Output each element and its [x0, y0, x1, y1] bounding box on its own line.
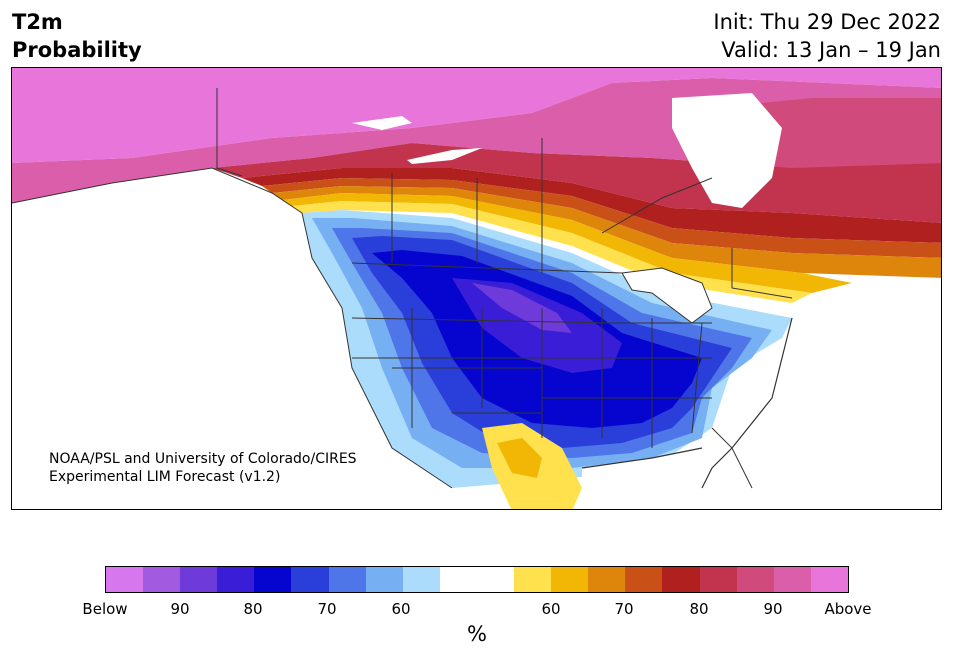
- cold-region-85: [472, 283, 572, 333]
- warm-region-alaska: [12, 68, 941, 163]
- pacific-ocean: [12, 168, 452, 509]
- coastline: [581, 317, 793, 489]
- init-date: Init: Thu 29 Dec 2022: [713, 10, 941, 34]
- colorbar-swatch: [328, 567, 366, 592]
- colorbar-swatch: [402, 567, 440, 592]
- warm-region-80: [212, 143, 941, 223]
- hudson-bay: [672, 93, 782, 208]
- colorbar-swatch: [588, 567, 626, 592]
- chart-title: T2m Probability: [12, 8, 142, 64]
- colorbar-tick-label: 70: [614, 600, 634, 618]
- colorbar-unit-label: %: [467, 622, 487, 646]
- valid-date: Valid: 13 Jan – 19 Jan: [721, 38, 941, 62]
- political-boundaries: [12, 88, 793, 489]
- warm-region-60: [282, 193, 852, 293]
- colorbar-swatch: [476, 567, 515, 592]
- colorbar-legend: [105, 566, 849, 593]
- colorbar-swatch: [662, 567, 700, 592]
- colorbar-tick-label: Above: [824, 600, 872, 618]
- colorbar-swatch: [514, 567, 552, 592]
- colorbar-swatch: [625, 567, 663, 592]
- colorbar-swatch: [217, 567, 255, 592]
- colorbar-swatch: [810, 567, 848, 592]
- colorbar-swatch: [551, 567, 589, 592]
- colorbar-tick-label: 80: [689, 600, 709, 618]
- colorbar-tick-label: 70: [317, 600, 337, 618]
- forecast-dates: Init: Thu 29 Dec 2022 Valid: 13 Jan – 19…: [713, 8, 941, 64]
- colorbar-swatch: [736, 567, 774, 592]
- colorbar-tick-label: 90: [170, 600, 190, 618]
- colorbar-swatch: [254, 567, 292, 592]
- atlantic-ocean: [702, 298, 941, 509]
- forecast-credit: NOAA/PSL and University of Colorado/CIRE…: [49, 450, 357, 486]
- great-bear-lake: [352, 116, 412, 130]
- colorbar-swatch: [106, 567, 144, 592]
- colorbar-tick-label: 60: [391, 600, 411, 618]
- colorbar-swatch: [439, 567, 477, 592]
- colorbar-swatch: [699, 567, 737, 592]
- colorbar-tick-label: 90: [763, 600, 783, 618]
- colorbar-tick-label: Below: [82, 600, 128, 618]
- map-canvas: [12, 68, 941, 509]
- credit-line-model: Experimental LIM Forecast (v1.2): [49, 469, 281, 485]
- credit-line-org: NOAA/PSL and University of Colorado/CIRE…: [49, 451, 357, 467]
- warm-region-65: [272, 186, 941, 278]
- warm-region-75: [242, 168, 941, 243]
- forecast-map: [11, 67, 942, 510]
- great-slave-lake: [407, 148, 482, 164]
- gulf-of-mexico: [582, 448, 732, 509]
- title-line-variable: T2m: [12, 10, 63, 34]
- colorbar-swatch: [143, 567, 181, 592]
- warm-region-mexico-60: [497, 438, 542, 478]
- colorbar-swatch: [180, 567, 218, 592]
- colorbar-swatch: [773, 567, 811, 592]
- colorbar-tick-label: 80: [243, 600, 263, 618]
- colorbar-swatch: [365, 567, 403, 592]
- title-line-probability: Probability: [12, 38, 142, 62]
- colorbar-tick-label: 60: [541, 600, 561, 618]
- warm-region-70: [262, 178, 941, 258]
- colorbar-swatch: [291, 567, 329, 592]
